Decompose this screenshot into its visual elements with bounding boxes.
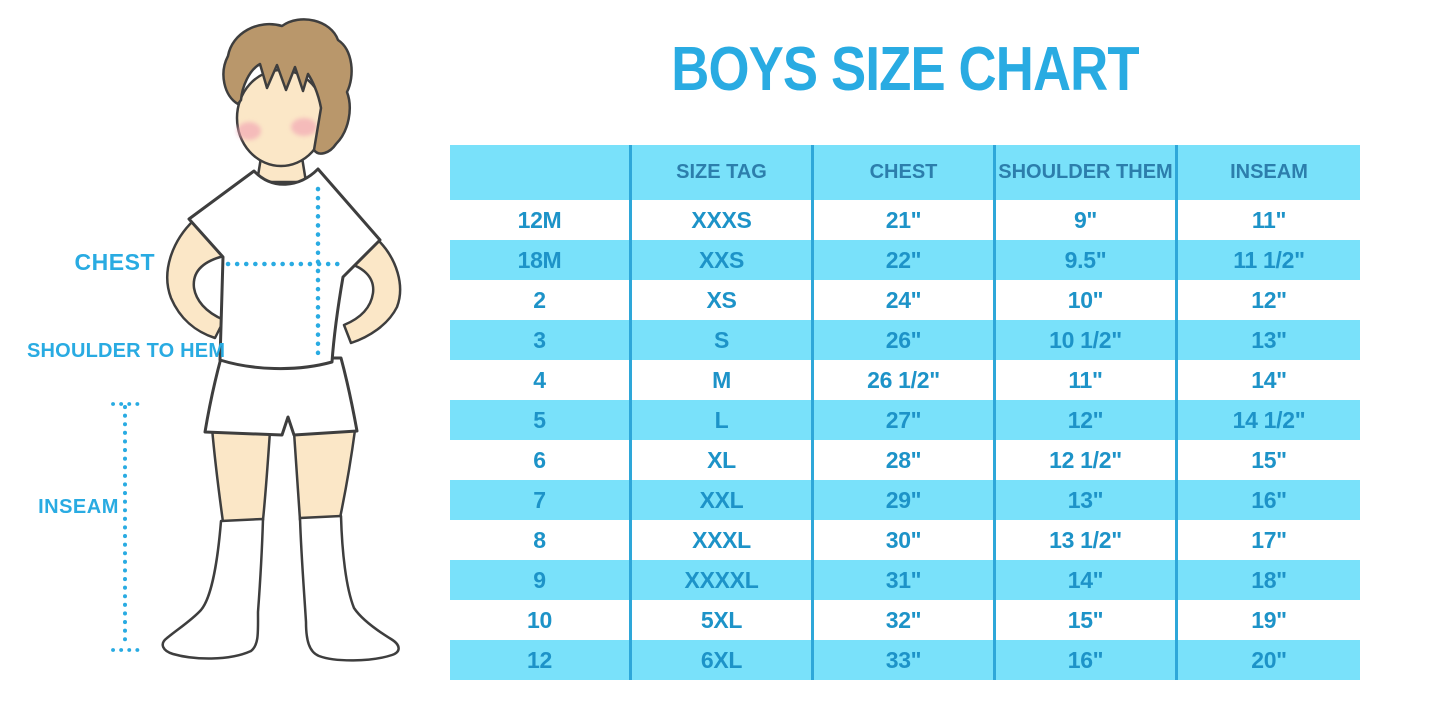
table-cell: 26" bbox=[814, 320, 996, 360]
page-title: BOYS SIZE CHART bbox=[671, 35, 1139, 104]
header-cell: SHOULDER THEM bbox=[996, 145, 1178, 200]
right-blush bbox=[291, 118, 317, 136]
table-cell: 10" bbox=[996, 280, 1178, 320]
table-cell: 19" bbox=[1178, 600, 1360, 640]
table-cell: 6 bbox=[450, 440, 632, 480]
shoulder-to-hem-label: SHOULDER TO HEM bbox=[27, 340, 226, 362]
table-cell: 28" bbox=[814, 440, 996, 480]
table-cell: 32" bbox=[814, 600, 996, 640]
table-cell: 10 1/2" bbox=[996, 320, 1178, 360]
table-cell: 16" bbox=[996, 640, 1178, 680]
table-cell: 18" bbox=[1178, 560, 1360, 600]
table-cell: 10 bbox=[450, 600, 632, 640]
t-shirt bbox=[187, 167, 382, 371]
table-cell: 9.5" bbox=[996, 240, 1178, 280]
left-sock bbox=[161, 517, 265, 660]
table-cell: 26 1/2" bbox=[814, 360, 996, 400]
left-blush bbox=[237, 122, 261, 140]
table-cell: XXXL bbox=[632, 520, 814, 560]
table-cell: 20" bbox=[1178, 640, 1360, 680]
header-cell: CHEST bbox=[814, 145, 996, 200]
table-cell: 22" bbox=[814, 240, 996, 280]
left-leg bbox=[210, 426, 272, 524]
table-cell: 18M bbox=[450, 240, 632, 280]
chest-label: CHEST bbox=[74, 249, 155, 275]
table-cell: 16" bbox=[1178, 480, 1360, 520]
header-cell: INSEAM bbox=[1178, 145, 1360, 200]
table-cell: 4 bbox=[450, 360, 632, 400]
table-cell: 2 bbox=[450, 280, 632, 320]
boy-illustration bbox=[111, 18, 402, 662]
table-cell: 24" bbox=[814, 280, 996, 320]
table-cell: L bbox=[632, 400, 814, 440]
table-cell: 13" bbox=[1178, 320, 1360, 360]
table-cell: 12 1/2" bbox=[996, 440, 1178, 480]
table-cell: 21" bbox=[814, 200, 996, 240]
table-cell: 8 bbox=[450, 520, 632, 560]
table-cell: 5 bbox=[450, 400, 632, 440]
table-cell: 31" bbox=[814, 560, 996, 600]
boy-figure-area: CHEST SHOULDER TO HEM INSEAM bbox=[0, 0, 460, 723]
table-cell: XL bbox=[632, 440, 814, 480]
table-cell: XS bbox=[632, 280, 814, 320]
table-cell: 15" bbox=[996, 600, 1178, 640]
table-cell: 30" bbox=[814, 520, 996, 560]
table-cell: 13" bbox=[996, 480, 1178, 520]
table-cell: 11 1/2" bbox=[1178, 240, 1360, 280]
table-cell: 9 bbox=[450, 560, 632, 600]
table-cell: 14" bbox=[1178, 360, 1360, 400]
table-cell: 3 bbox=[450, 320, 632, 360]
header-cell bbox=[450, 145, 632, 200]
table-cell: 12" bbox=[1178, 280, 1360, 320]
right-sock bbox=[298, 514, 400, 662]
table-cell: 11" bbox=[1178, 200, 1360, 240]
table-cell: 15" bbox=[1178, 440, 1360, 480]
table-cell: 14 1/2" bbox=[1178, 400, 1360, 440]
table-cell: 5XL bbox=[632, 600, 814, 640]
table-cell: 13 1/2" bbox=[996, 520, 1178, 560]
inseam-label: INSEAM bbox=[38, 496, 119, 518]
table-cell: 14" bbox=[996, 560, 1178, 600]
right-leg bbox=[292, 428, 357, 522]
table-cell: XXXS bbox=[632, 200, 814, 240]
table-cell: 12M bbox=[450, 200, 632, 240]
table-cell: 27" bbox=[814, 400, 996, 440]
face bbox=[235, 68, 327, 168]
table-cell: 6XL bbox=[632, 640, 814, 680]
table-cell: XXS bbox=[632, 240, 814, 280]
header-cell: SIZE TAG bbox=[632, 145, 814, 200]
shorts bbox=[203, 356, 359, 437]
table-cell: XXL bbox=[632, 480, 814, 520]
table-cell: 9" bbox=[996, 200, 1178, 240]
table-cell: 11" bbox=[996, 360, 1178, 400]
table-cell: 12 bbox=[450, 640, 632, 680]
table-cell: 17" bbox=[1178, 520, 1360, 560]
table-cell: 33" bbox=[814, 640, 996, 680]
size-table: SIZE TAG CHEST SHOULDER THEM INSEAM 12M XXXS 2… bbox=[450, 145, 1360, 680]
hair bbox=[222, 18, 353, 155]
table-cell: 29" bbox=[814, 480, 996, 520]
table-cell: XXXXL bbox=[632, 560, 814, 600]
table-cell: S bbox=[632, 320, 814, 360]
table-cell: 12" bbox=[996, 400, 1178, 440]
table-cell: 7 bbox=[450, 480, 632, 520]
table-cell: M bbox=[632, 360, 814, 400]
